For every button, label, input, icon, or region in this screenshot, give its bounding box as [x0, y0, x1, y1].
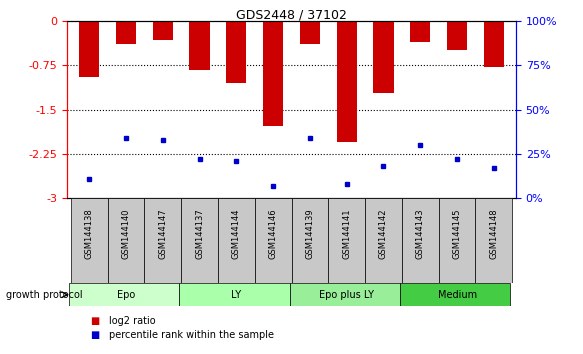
Bar — [476, 198, 512, 283]
Bar — [328, 198, 365, 283]
Bar — [189, 21, 210, 70]
Text: growth protocol: growth protocol — [6, 290, 82, 300]
Text: log2 ratio: log2 ratio — [109, 316, 156, 326]
Bar — [365, 198, 402, 283]
Bar — [336, 21, 357, 142]
Text: GSM144143: GSM144143 — [416, 209, 425, 259]
Text: GSM144138: GSM144138 — [85, 209, 94, 259]
Bar — [484, 21, 504, 67]
Bar — [263, 21, 283, 126]
Text: Epo: Epo — [117, 290, 135, 300]
Text: GSM144146: GSM144146 — [269, 209, 278, 259]
Bar — [181, 198, 218, 283]
Bar — [290, 283, 400, 306]
Text: GSM144144: GSM144144 — [232, 209, 241, 259]
Text: percentile rank within the sample: percentile rank within the sample — [109, 330, 274, 339]
Bar — [438, 198, 476, 283]
Bar — [145, 198, 181, 283]
Text: Epo plus LY: Epo plus LY — [319, 290, 374, 300]
Text: GSM144139: GSM144139 — [305, 209, 314, 259]
Bar — [400, 283, 511, 306]
Text: GDS2448 / 37102: GDS2448 / 37102 — [236, 9, 347, 22]
Bar — [410, 21, 430, 42]
Text: ■: ■ — [90, 316, 100, 326]
Bar — [255, 198, 292, 283]
Bar — [300, 21, 320, 44]
Text: GSM144141: GSM144141 — [342, 209, 351, 259]
Text: GSM144140: GSM144140 — [121, 209, 131, 259]
Text: GSM144137: GSM144137 — [195, 209, 204, 259]
Bar — [69, 283, 180, 306]
Bar — [153, 21, 173, 40]
Bar — [292, 198, 328, 283]
Text: GSM144142: GSM144142 — [379, 209, 388, 259]
Bar — [218, 198, 255, 283]
Text: Medium: Medium — [437, 290, 477, 300]
Text: GSM144147: GSM144147 — [158, 209, 167, 259]
Text: GSM144145: GSM144145 — [452, 209, 462, 259]
Bar — [447, 21, 467, 50]
Bar — [373, 21, 394, 93]
Bar — [79, 21, 99, 77]
Text: LY: LY — [231, 290, 241, 300]
Text: ■: ■ — [90, 330, 100, 339]
Text: GSM144148: GSM144148 — [489, 209, 498, 259]
Bar — [71, 198, 107, 283]
Bar — [402, 198, 438, 283]
Bar — [180, 283, 290, 306]
Bar — [116, 21, 136, 44]
Bar — [226, 21, 247, 83]
Bar — [107, 198, 145, 283]
